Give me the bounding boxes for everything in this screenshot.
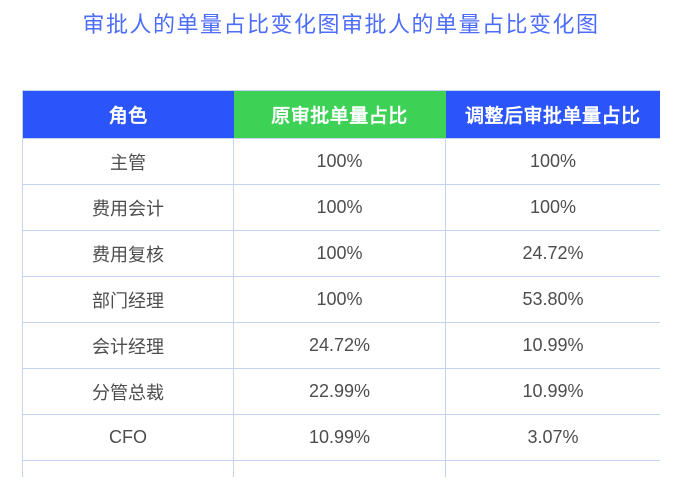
page-title: 审批人的单量占比变化图审批人的单量占比变化图 — [82, 12, 600, 37]
approver-share-table: 角色 原审批单量占比 调整后审批单量占比 主管 100% 100% 费用会计 1… — [22, 90, 660, 477]
header-role: 角色 — [22, 90, 234, 139]
adjusted-share-cell: 100% — [445, 138, 660, 185]
original-share-cell: 10.99% — [233, 414, 446, 461]
table-header-row: 角色 原审批单量占比 调整后审批单量占比 — [22, 90, 660, 139]
role-cell — [22, 460, 234, 477]
role-cell: 会计经理 — [22, 322, 234, 369]
role-cell: CFO — [22, 414, 234, 461]
header-adjusted-share: 调整后审批单量占比 — [445, 90, 660, 139]
role-cell: 费用复核 — [22, 230, 234, 277]
share-table-container: 角色 原审批单量占比 调整后审批单量占比 主管 100% 100% 费用会计 1… — [22, 90, 660, 477]
table-row: 费用会计 100% 100% — [22, 184, 660, 231]
adjusted-share-cell: 3.07% — [445, 414, 660, 461]
table-row: 分管总裁 22.99% 10.99% — [22, 368, 660, 415]
adjusted-share-cell — [445, 460, 660, 477]
original-share-cell: 100% — [233, 184, 446, 231]
original-share-cell: 24.72% — [233, 322, 446, 369]
original-share-cell: 22.99% — [233, 368, 446, 415]
header-original-share: 原审批单量占比 — [233, 90, 446, 139]
original-share-cell: 100% — [233, 138, 446, 185]
role-cell: 主管 — [22, 138, 234, 185]
table-row: 部门经理 100% 53.80% — [22, 276, 660, 323]
adjusted-share-cell: 100% — [445, 184, 660, 231]
original-share-cell — [233, 460, 446, 477]
adjusted-share-cell: 10.99% — [445, 322, 660, 369]
adjusted-share-cell: 24.72% — [445, 230, 660, 277]
adjusted-share-cell: 10.99% — [445, 368, 660, 415]
original-share-cell: 100% — [233, 230, 446, 277]
role-cell: 费用会计 — [22, 184, 234, 231]
table-row-partial-clipped — [22, 460, 660, 477]
table-row: 主管 100% 100% — [22, 138, 660, 185]
role-cell: 部门经理 — [22, 276, 234, 323]
role-cell: 分管总裁 — [22, 368, 234, 415]
table-row: 费用复核 100% 24.72% — [22, 230, 660, 277]
table-row: 会计经理 24.72% 10.99% — [22, 322, 660, 369]
adjusted-share-cell: 53.80% — [445, 276, 660, 323]
table-row: CFO 10.99% 3.07% — [22, 414, 660, 461]
original-share-cell: 100% — [233, 276, 446, 323]
